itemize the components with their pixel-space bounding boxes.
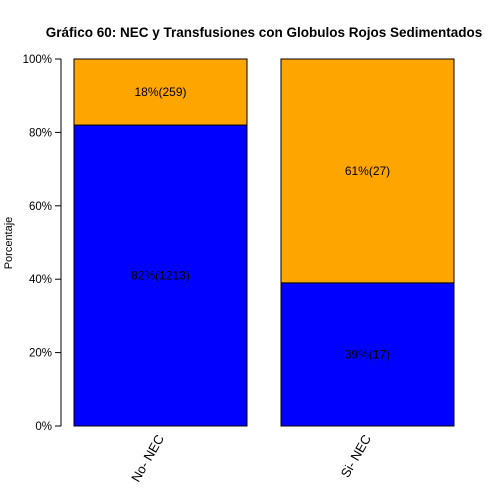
y-tick-label: 20%: [29, 348, 52, 360]
chart-title: Gráfico 60: NEC y Transfusiones con Glob…: [46, 25, 483, 40]
y-tick-label: 0%: [35, 421, 52, 433]
y-tick-label: 100%: [23, 54, 52, 66]
y-tick-label: 40%: [29, 274, 52, 286]
bar-segment: [73, 58, 248, 126]
y-axis: 0% 20% 40% 60% 80% 100%: [23, 54, 62, 433]
y-tick-label: 80%: [29, 127, 52, 139]
data-label: 82%(1213): [131, 269, 190, 283]
bar-segment: [73, 124, 248, 427]
x-axis-labels: No- NEC Si- NEC: [128, 432, 374, 485]
data-label: 39%(17): [345, 347, 390, 361]
x-category-label: Si- NEC: [338, 432, 374, 480]
bar-segment: [280, 282, 455, 427]
data-label: 18%(259): [134, 85, 186, 99]
y-axis-label: Porcentaje: [3, 217, 15, 270]
data-label: 61%(27): [345, 164, 390, 178]
bar-segment: [280, 58, 455, 284]
bars: 82%(1213) 18%(259) 39%(17) 61%(27): [73, 58, 455, 427]
y-tick-label: 60%: [29, 201, 52, 213]
x-category-label: No- NEC: [128, 432, 167, 485]
